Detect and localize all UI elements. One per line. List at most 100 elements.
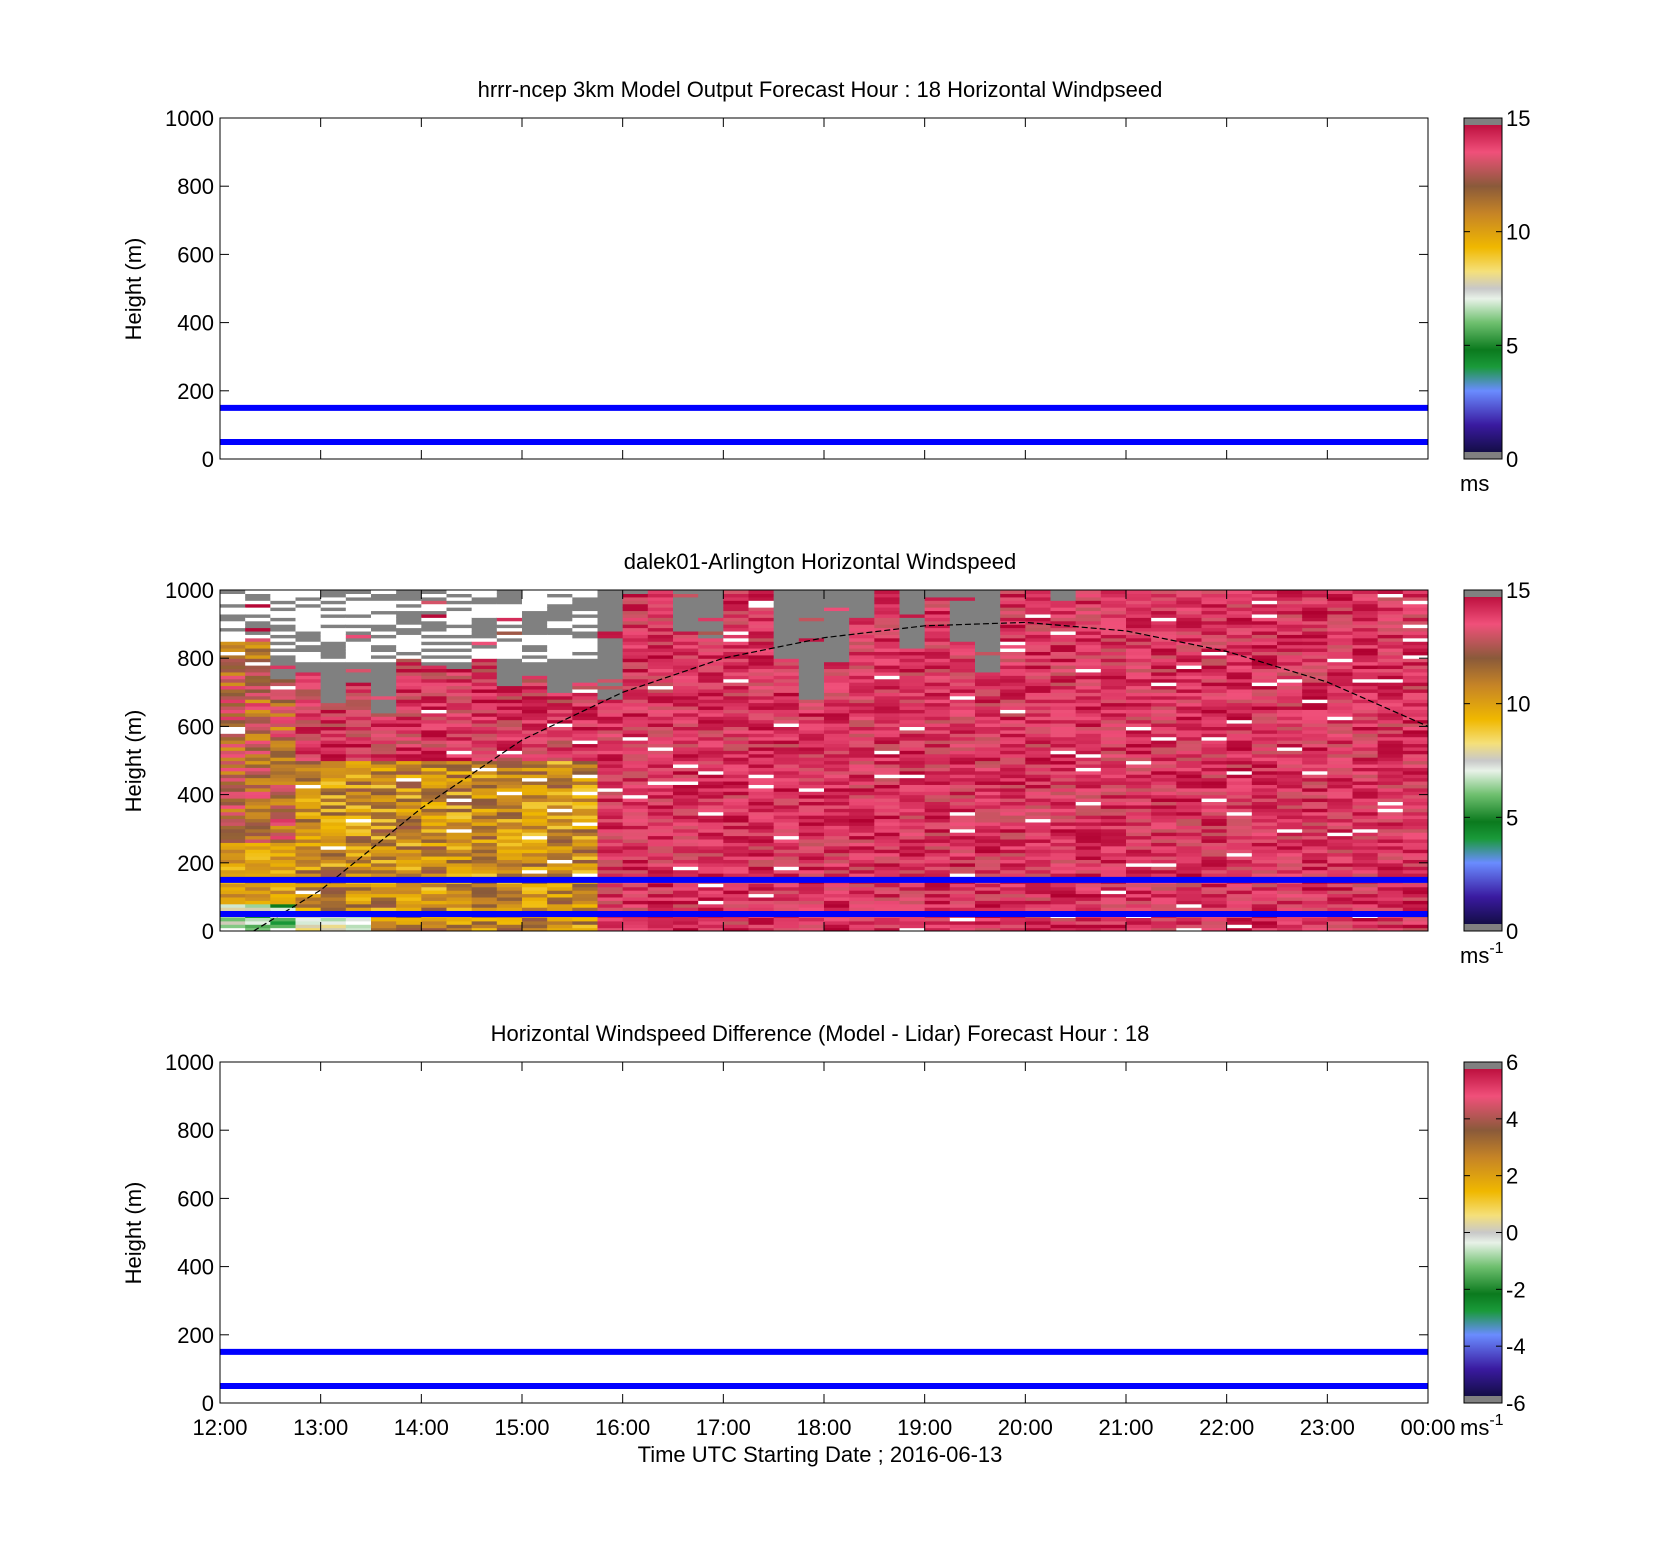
heatmap-cell xyxy=(748,719,775,724)
heatmap-cell xyxy=(1176,671,1203,676)
heatmap-cell xyxy=(949,668,976,673)
heatmap-cell xyxy=(1226,630,1253,635)
heatmap-cell xyxy=(572,620,599,625)
heatmap-cell xyxy=(245,600,271,605)
heatmap-cell xyxy=(849,845,875,850)
heatmap-cell xyxy=(547,845,573,850)
heatmap-cell xyxy=(1025,832,1052,837)
heatmap-cell xyxy=(798,852,825,857)
heatmap-cell xyxy=(1201,859,1228,864)
heatmap-cell xyxy=(1151,808,1177,813)
heatmap-cell xyxy=(975,685,1001,690)
heatmap-cell xyxy=(270,702,297,707)
heatmap-cell xyxy=(295,740,322,745)
heatmap-cell xyxy=(320,600,347,605)
heatmap-cell xyxy=(698,665,724,670)
heatmap-cell xyxy=(547,685,573,690)
heatmap-cell xyxy=(320,712,347,717)
heatmap-cell xyxy=(1302,794,1328,799)
heatmap-cell xyxy=(647,757,674,762)
heatmap-cell xyxy=(1277,886,1303,891)
heatmap-cell xyxy=(1100,804,1127,809)
heatmap-cell xyxy=(471,835,498,840)
heatmap-cell xyxy=(698,729,724,734)
heatmap-cell xyxy=(1352,869,1379,874)
heatmap-cell xyxy=(1100,668,1127,673)
heatmap-cell xyxy=(572,794,599,799)
heatmap-cell xyxy=(547,702,573,707)
heatmap-cell xyxy=(1277,688,1303,693)
heatmap-cell xyxy=(1226,767,1253,772)
heatmap-cell xyxy=(572,883,599,888)
heatmap-cell xyxy=(798,845,825,850)
heatmap-cell xyxy=(295,627,322,632)
heatmap-cell xyxy=(446,794,473,799)
heatmap-cell xyxy=(874,658,901,663)
heatmap-cell xyxy=(1377,883,1404,888)
heatmap-cell xyxy=(647,699,674,704)
heatmap-cell xyxy=(773,654,800,659)
heatmap-cell xyxy=(1277,900,1303,905)
heatmap-cell xyxy=(1075,678,1102,683)
heatmap-cell xyxy=(1201,873,1228,878)
heatmap-cell xyxy=(1402,842,1428,847)
heatmap-cell xyxy=(798,890,825,895)
heatmap-cell xyxy=(446,825,473,830)
heatmap-cell xyxy=(396,740,422,745)
heatmap-cell xyxy=(1302,695,1328,700)
heatmap-cell xyxy=(874,603,901,608)
heatmap-cell xyxy=(446,699,473,704)
heatmap-cell xyxy=(1126,869,1152,874)
heatmap-cell xyxy=(1302,647,1328,652)
heatmap-cell xyxy=(1377,709,1404,714)
heatmap-cell xyxy=(1302,798,1328,803)
heatmap-cell xyxy=(1201,808,1228,813)
heatmap-cell xyxy=(496,750,523,755)
heatmap-cell xyxy=(723,763,750,768)
heatmap-cell xyxy=(647,794,674,799)
heatmap-cell xyxy=(1176,784,1203,789)
heatmap-cell xyxy=(622,849,649,854)
heatmap-cell xyxy=(371,886,397,891)
heatmap-cell xyxy=(1151,821,1177,826)
heatmap-cell xyxy=(446,900,473,905)
heatmap-cell xyxy=(622,917,649,922)
heatmap-cell xyxy=(1402,815,1428,820)
heatmap-cell xyxy=(295,808,322,813)
heatmap-cell xyxy=(1000,678,1026,683)
heatmap-cell xyxy=(1050,719,1077,724)
heatmap-cell xyxy=(899,665,926,670)
heatmap-cell xyxy=(295,692,322,697)
heatmap-cell xyxy=(1075,719,1102,724)
heatmap-cell xyxy=(1277,893,1303,898)
heatmap-cell xyxy=(597,804,624,809)
heatmap-cell xyxy=(572,603,599,608)
heatmap-cell xyxy=(597,821,624,826)
heatmap-cell xyxy=(220,695,246,700)
heatmap-cell xyxy=(698,927,724,931)
heatmap-cell xyxy=(1302,791,1328,796)
heatmap-cell xyxy=(773,838,800,843)
heatmap-cell xyxy=(1327,811,1354,816)
heatmap-cell xyxy=(1302,757,1328,762)
heatmap-cell xyxy=(522,893,548,898)
heatmap-cell xyxy=(371,750,397,755)
heatmap-cell xyxy=(773,890,800,895)
heatmap-cell xyxy=(1126,838,1152,843)
heatmap-cell xyxy=(471,873,498,878)
heatmap-cell xyxy=(1302,804,1328,809)
heatmap-cell xyxy=(1251,620,1278,625)
heatmap-cell xyxy=(924,729,951,734)
heatmap-cell xyxy=(673,757,699,762)
heatmap-cell xyxy=(220,821,246,826)
heatmap-cell xyxy=(849,634,875,639)
heatmap-cell xyxy=(1025,855,1052,860)
heatmap-cell xyxy=(1352,685,1379,690)
heatmap-cell xyxy=(1377,692,1404,697)
heatmap-cell xyxy=(371,774,397,779)
heatmap-cell xyxy=(975,855,1001,860)
heatmap-cell xyxy=(622,828,649,833)
heatmap-cell xyxy=(1000,777,1026,782)
heatmap-cell xyxy=(1402,688,1428,693)
heatmap-cell xyxy=(647,593,674,598)
